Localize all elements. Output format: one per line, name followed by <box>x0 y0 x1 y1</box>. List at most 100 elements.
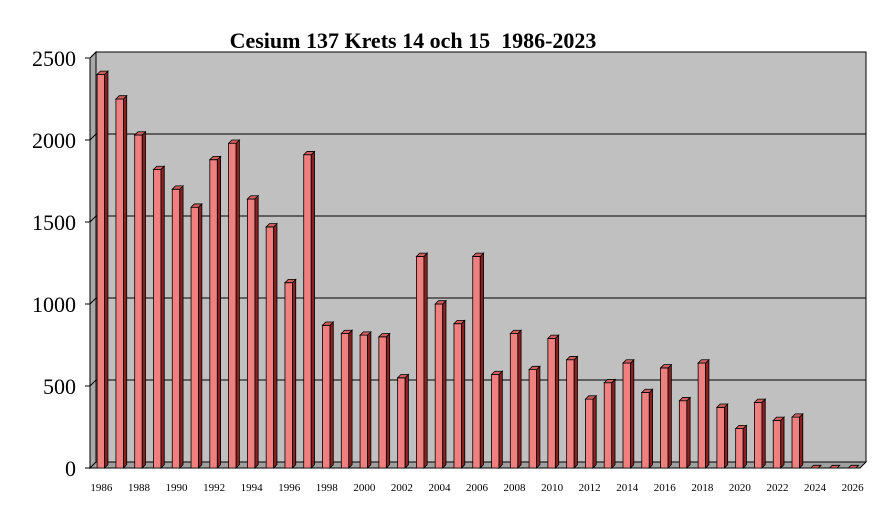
bar-side <box>705 358 710 469</box>
x-tick-label: 2004 <box>428 482 451 494</box>
bar <box>528 365 541 469</box>
x-tick-label: 2018 <box>691 482 714 494</box>
bar <box>772 416 786 469</box>
x-tick-label: 2000 <box>353 482 376 494</box>
bar-top <box>678 397 692 402</box>
bar-top <box>809 464 822 469</box>
x-tick-label: 2024 <box>804 482 827 494</box>
bar-side <box>423 252 428 469</box>
bar <box>265 222 278 469</box>
x-tick-label: 1992 <box>203 482 225 494</box>
bar-side <box>630 358 635 469</box>
bar <box>753 398 767 469</box>
bar-top <box>415 252 429 257</box>
bar-top <box>152 165 166 170</box>
bar-side <box>216 155 222 469</box>
bar-top <box>509 329 523 334</box>
bar-side <box>461 319 466 469</box>
bar-front <box>228 142 237 469</box>
x-axis: 1986 1988 1990 1992 1994 1996 1998 2000 2002 2004… <box>90 482 864 494</box>
bar-front <box>284 282 293 469</box>
bar-top <box>565 356 579 361</box>
bar <box>377 332 391 469</box>
bar-side <box>329 321 334 469</box>
bar-front <box>303 154 312 469</box>
bar-side <box>292 278 297 469</box>
y-tick-label: 0 <box>65 456 76 481</box>
bar <box>340 329 354 469</box>
x-tick-label: 1996 <box>278 482 301 494</box>
bar <box>396 373 410 469</box>
x-tick-label: 2002 <box>391 482 413 494</box>
bar-side <box>141 130 146 469</box>
bar-side <box>554 334 560 469</box>
bar <box>471 252 485 469</box>
bar <box>152 165 166 469</box>
x-tick-label: 2006 <box>466 482 489 494</box>
bar-top <box>434 300 447 305</box>
bar-front <box>660 367 669 469</box>
bar-front <box>716 406 725 469</box>
bar <box>133 130 147 469</box>
bar-top <box>321 321 335 326</box>
bar-side <box>310 150 315 469</box>
bar-side <box>667 363 672 469</box>
x-tick-label: 2022 <box>766 482 788 494</box>
bar-front <box>322 324 331 469</box>
bar-front <box>697 362 707 469</box>
bar-top <box>659 364 673 369</box>
bar <box>847 464 860 469</box>
y-tick-label: 1000 <box>32 292 76 317</box>
x-tick-label: 2008 <box>504 482 527 494</box>
bar-side <box>723 403 729 469</box>
bar-top <box>640 388 654 393</box>
bar-top <box>190 203 203 208</box>
bar-top <box>246 195 260 200</box>
y-tick-label: 2000 <box>32 128 76 153</box>
bar <box>171 184 185 469</box>
x-tick-label: 1986 <box>90 482 113 494</box>
bar-front <box>754 401 763 469</box>
bar-side <box>367 330 372 469</box>
bar-side <box>160 165 165 469</box>
bar-top <box>828 464 841 469</box>
x-tick-label: 2016 <box>654 482 677 494</box>
bar-side <box>179 184 184 469</box>
bar-front <box>134 134 143 469</box>
bar-top <box>715 403 729 408</box>
bar <box>359 330 372 469</box>
bar-side <box>611 378 616 469</box>
bar-side <box>123 94 128 469</box>
bar-side <box>498 370 503 469</box>
bar-top <box>471 252 485 257</box>
bar-front <box>678 400 688 469</box>
bar-top <box>96 70 109 75</box>
bar-front <box>585 398 594 469</box>
bar-front <box>566 359 575 469</box>
bar-side <box>686 396 691 469</box>
bar <box>546 334 560 469</box>
bar-top <box>302 151 316 156</box>
bar-top <box>265 223 278 228</box>
gridline <box>89 297 866 305</box>
bar-top <box>133 131 147 136</box>
y-tick-label: 2500 <box>32 46 76 71</box>
bar-front <box>547 338 556 469</box>
bar-top <box>734 424 748 430</box>
y-tick-label: 1500 <box>32 210 76 235</box>
bar <box>603 378 616 469</box>
bar <box>490 370 504 469</box>
bar-side <box>235 139 240 469</box>
bar-top <box>772 416 786 421</box>
bar <box>227 139 241 469</box>
x-tick-label: 1990 <box>166 482 189 494</box>
bars <box>96 70 860 469</box>
bar-top <box>697 359 710 364</box>
bar <box>114 94 128 469</box>
x-tick-label: 2012 <box>579 482 601 494</box>
bar <box>302 150 316 469</box>
y-axis: 0 500 1000 1500 2000 2500 <box>32 46 91 481</box>
bar-side <box>742 424 747 469</box>
bar-front <box>153 169 162 469</box>
